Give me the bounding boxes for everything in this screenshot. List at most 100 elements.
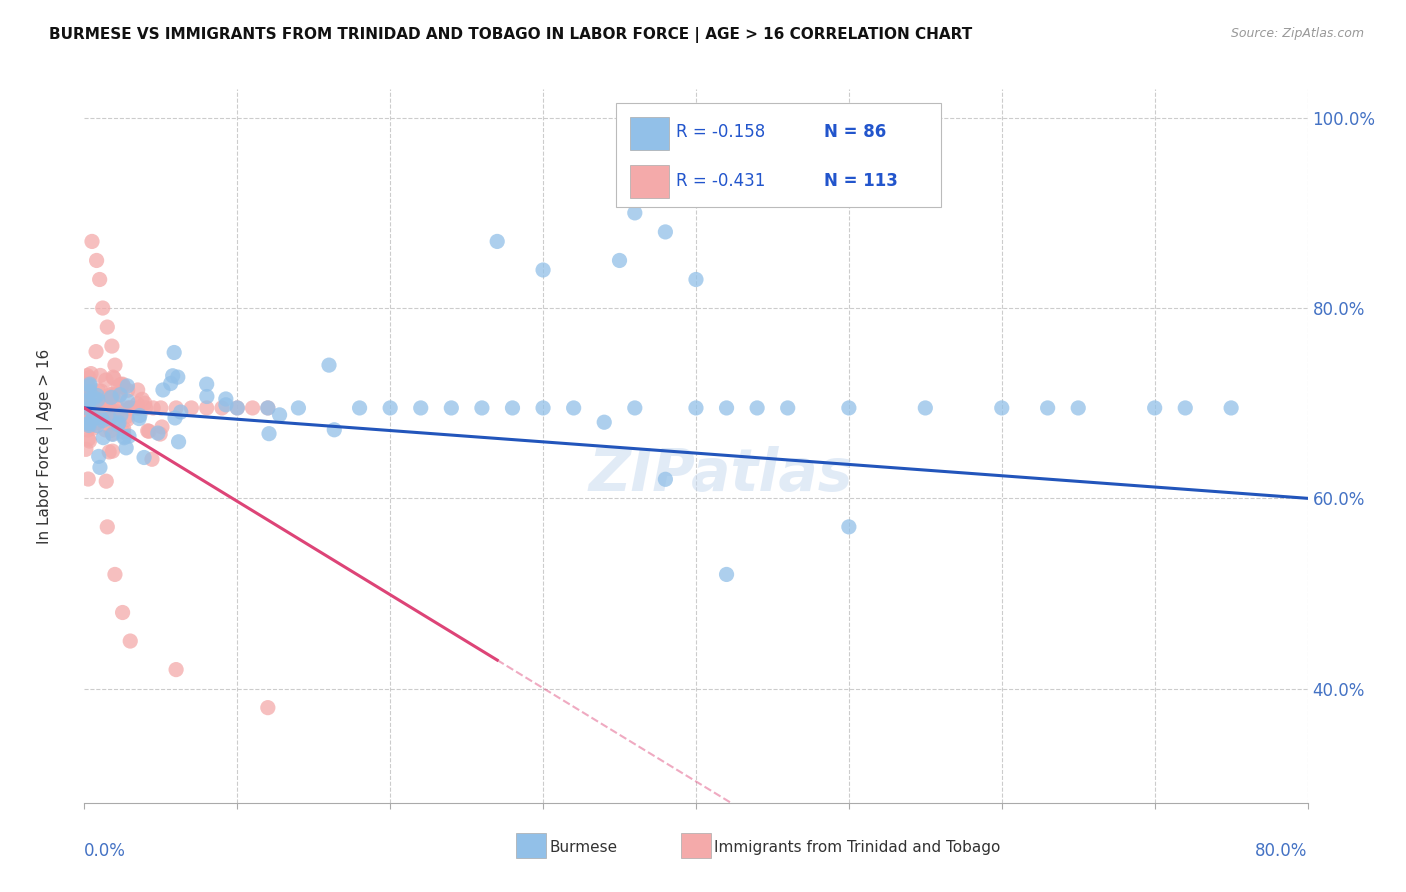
Point (98, 387, 121, 401)
Point (107, 401, 129, 415)
Point (100, 390, 122, 404)
Text: R = -0.431: R = -0.431 (676, 171, 766, 189)
Point (162, 368, 184, 383)
Point (747, 401, 769, 415)
Point (96, 406, 118, 420)
Point (84, 398, 107, 412)
Point (103, 371, 125, 385)
Point (84, 344, 107, 359)
Point (98, 411, 121, 425)
Point (486, 235, 509, 249)
Point (127, 401, 149, 415)
Point (115, 409, 138, 424)
Point (86, 388, 108, 402)
Point (108, 387, 131, 401)
Point (77, 370, 100, 384)
Point (685, 272, 707, 286)
Point (108, 416, 131, 430)
Point (79, 419, 101, 434)
FancyBboxPatch shape (616, 103, 941, 207)
Point (101, 387, 124, 401)
Point (127, 401, 149, 415)
Point (82, 421, 104, 435)
Point (97, 401, 120, 415)
Point (89, 368, 111, 383)
Point (93, 397, 115, 411)
Point (98, 445, 121, 459)
Point (101, 389, 124, 403)
Point (87, 450, 110, 464)
Point (91, 413, 114, 427)
Point (79, 378, 101, 392)
Point (86, 416, 108, 430)
Point (531, 263, 554, 277)
Point (77, 401, 100, 416)
Point (1036, 401, 1059, 415)
Text: Source: ZipAtlas.com: Source: ZipAtlas.com (1230, 27, 1364, 40)
Point (98, 407, 121, 421)
Point (141, 452, 163, 467)
Point (91, 301, 114, 315)
Point (349, 401, 371, 415)
Point (76, 368, 98, 383)
Point (96, 520, 118, 534)
Point (75, 391, 97, 405)
Point (86, 409, 108, 423)
Text: Immigrants from Trinidad and Tobago: Immigrants from Trinidad and Tobago (714, 839, 1001, 855)
Point (100, 424, 122, 438)
Point (471, 401, 494, 415)
Point (166, 370, 188, 384)
Point (77, 388, 100, 402)
Point (215, 392, 238, 406)
Point (107, 417, 129, 432)
Point (75, 442, 97, 457)
Point (167, 434, 190, 449)
Text: 0.0%: 0.0% (84, 842, 127, 860)
Point (101, 427, 124, 442)
Point (91, 431, 114, 445)
FancyBboxPatch shape (630, 117, 669, 150)
Point (79, 434, 101, 448)
Point (128, 411, 150, 425)
Point (115, 401, 138, 415)
Point (87, 383, 110, 397)
Point (83, 391, 105, 405)
Text: 80.0%: 80.0% (1256, 842, 1308, 860)
Point (105, 406, 128, 420)
Point (77, 417, 100, 431)
Point (86, 253, 108, 268)
Point (82, 405, 104, 419)
Point (86, 401, 108, 415)
Point (409, 401, 432, 415)
Point (440, 401, 463, 415)
Point (117, 394, 139, 409)
Point (1143, 401, 1166, 415)
Point (77, 404, 100, 418)
Point (80, 367, 103, 381)
Point (242, 401, 264, 415)
Point (100, 403, 122, 417)
Point (77, 380, 100, 394)
Point (654, 225, 676, 239)
Point (136, 424, 159, 438)
Point (100, 402, 122, 417)
Point (105, 404, 128, 418)
Text: N = 86: N = 86 (824, 123, 887, 141)
Point (107, 379, 129, 393)
Point (93, 409, 115, 424)
Point (77, 394, 100, 409)
Point (90, 410, 112, 425)
Point (654, 472, 676, 486)
Point (118, 429, 141, 443)
Point (562, 401, 585, 415)
Point (211, 401, 233, 415)
Point (318, 358, 340, 372)
Point (91, 396, 114, 410)
Point (1067, 401, 1090, 415)
Point (914, 401, 936, 415)
Point (77, 396, 100, 410)
Point (226, 401, 249, 415)
Point (257, 401, 280, 415)
Point (96, 474, 118, 488)
Text: Burmese: Burmese (550, 839, 617, 855)
